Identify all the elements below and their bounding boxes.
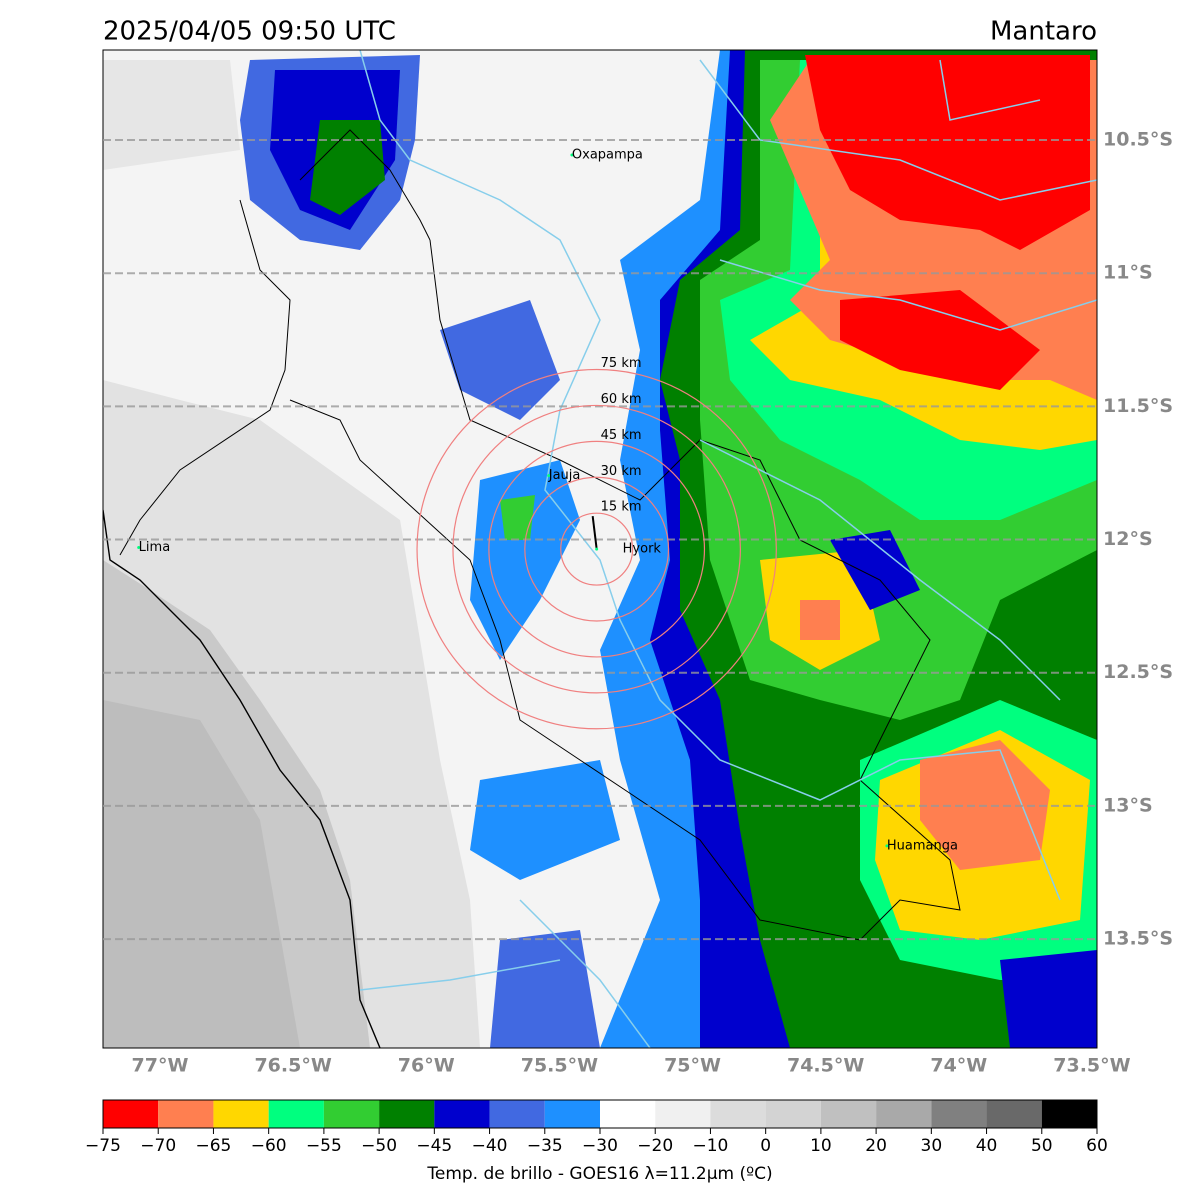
city-label: Oxapampa: [572, 147, 643, 162]
colorbar-tick-label: 60: [1086, 1136, 1108, 1156]
colorbar-tick-label: 10: [810, 1136, 832, 1156]
colorbar-segment: [931, 1100, 987, 1128]
ring-label: 75 km: [601, 356, 642, 371]
ring-label: 45 km: [601, 428, 642, 443]
lat-label: 13.5°S: [1103, 928, 1173, 950]
colorbar-tick-label: −50: [361, 1136, 397, 1156]
lon-label: 77°W: [132, 1055, 189, 1077]
ring-label: 15 km: [601, 500, 642, 515]
city-dot: [547, 474, 551, 478]
lat-label: 10.5°S: [1103, 129, 1173, 151]
colorbar-segment: [544, 1100, 600, 1128]
colorbar-tick-label: −70: [140, 1136, 176, 1156]
colorbar-segment: [600, 1100, 656, 1128]
lon-label: 74.5°W: [787, 1055, 864, 1077]
colorbar-tick-label: −75: [85, 1136, 121, 1156]
colorbar-tick-label: 0: [760, 1136, 771, 1156]
colorbar-tick-label: 40: [976, 1136, 998, 1156]
colorbar-segment: [268, 1100, 324, 1128]
colorbar-tick-label: 50: [1031, 1136, 1053, 1156]
lon-label: 74°W: [930, 1055, 987, 1077]
city-label: Jauja: [548, 468, 581, 483]
city-label: Lima: [139, 540, 170, 555]
colorbar-tick-label: −30: [582, 1136, 618, 1156]
colorbar-tick-label: −10: [692, 1136, 728, 1156]
overlay: [103, 139, 1097, 941]
city-dot: [885, 844, 889, 848]
station-marker: [591, 516, 598, 550]
colorbar-tick-label: 30: [921, 1136, 943, 1156]
title: 2025/04/05 09:50 UTC: [103, 17, 396, 47]
range-ring: [560, 512, 634, 586]
ring-label: 30 km: [601, 464, 642, 479]
range-ring: [488, 440, 706, 658]
colorbar-tick-label: −40: [472, 1136, 508, 1156]
city-label: Hyork: [623, 542, 662, 557]
colorbar-segment: [710, 1100, 766, 1128]
range-ring: [416, 368, 777, 730]
colorbar-segment: [986, 1100, 1042, 1128]
colorbar-segment: [820, 1100, 877, 1128]
lat-label: 12.5°S: [1103, 661, 1173, 683]
lon-label: 75.5°W: [521, 1055, 598, 1077]
city-dot: [137, 546, 141, 550]
lat-label: 11.5°S: [1103, 395, 1173, 417]
colorbar-tick-label: −60: [251, 1136, 287, 1156]
colorbar-tick-label: 20: [865, 1136, 887, 1156]
colorbar-segment: [489, 1100, 545, 1128]
geography: [103, 50, 1097, 1048]
colorbar-tick-label: −65: [195, 1136, 231, 1156]
lon-label: 75°W: [664, 1055, 721, 1077]
colorbar-tick-label: −20: [637, 1136, 673, 1156]
colorbar-label: Temp. de brillo - GOES16 λ=11.2μm (ºC): [426, 1164, 772, 1184]
colorbar-segment: [876, 1100, 932, 1128]
lat-label: 11°S: [1103, 262, 1153, 284]
range-ring: [452, 404, 741, 694]
map-frame: [102, 49, 1098, 1049]
colorbar-tick-label: −35: [527, 1136, 563, 1156]
lon-label: 76.5°W: [254, 1055, 331, 1077]
colorbar-segment: [765, 1100, 821, 1128]
city-dot: [570, 153, 574, 157]
colorbar-segment: [1041, 1100, 1097, 1128]
lat-label: 12°S: [1103, 528, 1153, 550]
lat-label: 13°S: [1103, 794, 1153, 816]
region-name: Mantaro: [990, 17, 1097, 47]
range-ring: [524, 476, 670, 622]
lon-label: 76°W: [398, 1055, 455, 1077]
lon-label: 73.5°W: [1053, 1055, 1130, 1077]
colorbar-segment: [434, 1100, 490, 1128]
colorbar-segment: [379, 1100, 435, 1128]
colorbar-segment: [158, 1100, 214, 1128]
colorbar-segment: [323, 1100, 380, 1128]
colorbar-tick-label: −45: [416, 1136, 452, 1156]
colorbar-segment: [655, 1100, 711, 1128]
ring-label: 60 km: [601, 392, 642, 407]
colorbar-tick-label: −55: [306, 1136, 342, 1156]
colorbar-segment: [213, 1100, 269, 1128]
imagery: [103, 50, 1097, 1048]
city-label: Huamanga: [887, 838, 958, 853]
city-dot: [595, 547, 599, 551]
colorbar-segment: [103, 1100, 159, 1128]
